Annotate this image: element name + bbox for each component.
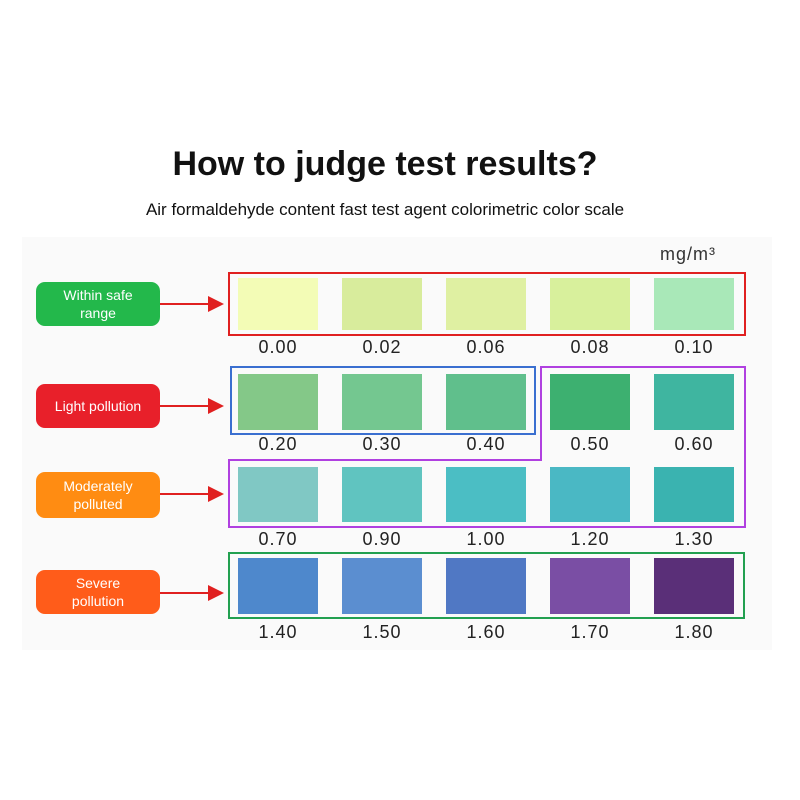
swatch-value: 0.10: [674, 337, 714, 357]
swatch-value: 1.70: [570, 622, 610, 642]
swatch-value: 1.20: [570, 529, 610, 549]
light-frame: [230, 366, 536, 435]
safe-frame: [228, 272, 746, 336]
swatch-value: 0.06: [466, 337, 506, 357]
color-swatch: [238, 278, 318, 330]
color-swatch: [342, 374, 422, 430]
swatch-value: 0.00: [258, 337, 298, 357]
level-badge: Within safe range: [36, 282, 160, 326]
color-swatch: [446, 558, 526, 614]
swatch-value: 0.08: [570, 337, 610, 357]
color-swatch: [238, 558, 318, 614]
swatch-value: 1.40: [258, 622, 298, 642]
level-badge: Light pollution: [36, 384, 160, 428]
swatch-value: 1.50: [362, 622, 402, 642]
color-swatch: [238, 374, 318, 430]
swatch-value: 1.60: [466, 622, 506, 642]
level-badge: Severe pollution: [36, 570, 160, 614]
moderate-frame: [228, 366, 746, 528]
color-swatch: [654, 374, 734, 430]
color-swatch: [654, 278, 734, 330]
swatch-value: 0.60: [674, 434, 714, 454]
color-swatch: [654, 467, 734, 522]
color-swatch: [446, 467, 526, 522]
color-swatch: [654, 558, 734, 614]
color-swatch: [342, 278, 422, 330]
swatch-value: 0.70: [258, 529, 298, 549]
unit: mg/m³: [660, 244, 716, 264]
swatch-value: 1.00: [466, 529, 506, 549]
color-swatch: [238, 467, 318, 522]
color-swatch: [550, 278, 630, 330]
swatch-value: 0.40: [466, 434, 506, 454]
subtitle: Air formaldehyde content fast test agent…: [145, 200, 625, 219]
swatch-value: 1.30: [674, 529, 714, 549]
swatch-value: 0.50: [570, 434, 610, 454]
color-swatch: [446, 278, 526, 330]
title: How to judge test results?: [172, 145, 598, 183]
swatch-value: 0.90: [362, 529, 402, 549]
color-swatch: [550, 374, 630, 430]
level-badge: Moderately polluted: [36, 472, 160, 518]
color-swatch: [550, 558, 630, 614]
swatch-value: 0.30: [362, 434, 402, 454]
swatch-value: 0.20: [258, 434, 298, 454]
color-swatch: [446, 374, 526, 430]
swatch-value: 1.80: [674, 622, 714, 642]
color-swatch: [342, 467, 422, 522]
color-swatch: [550, 467, 630, 522]
swatch-value: 0.02: [362, 337, 402, 357]
severe-frame: [228, 552, 745, 619]
color-swatch: [342, 558, 422, 614]
